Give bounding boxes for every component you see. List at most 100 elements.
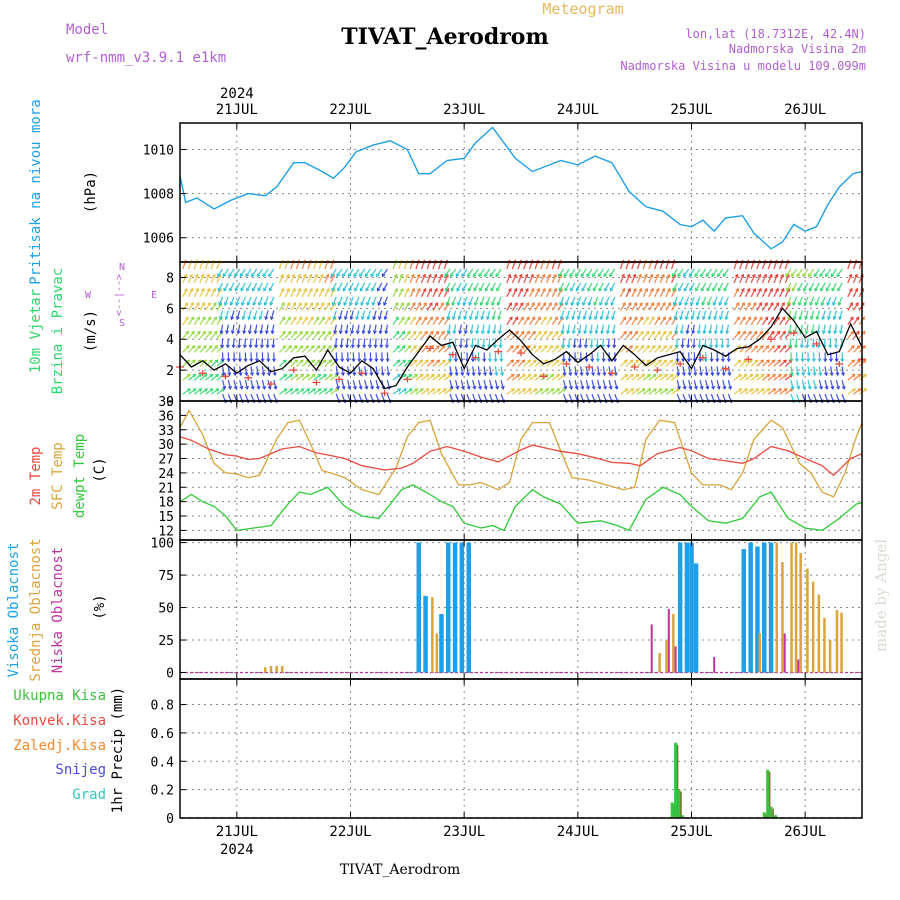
- wind-vector: [809, 296, 815, 306]
- wind-vector-head: [440, 316, 445, 321]
- wind-vector-head: [405, 287, 410, 292]
- wind-vector-head: [570, 287, 574, 292]
- wind-vector: [324, 331, 332, 339]
- wind-vector-head: [766, 388, 771, 392]
- wind-vector-head: [590, 358, 595, 363]
- wind-vector-head: [310, 316, 314, 321]
- wind-vector-head: [424, 345, 429, 349]
- wind-vector-head: [519, 302, 524, 306]
- wind-vector: [488, 338, 491, 348]
- wind-vector-head: [542, 302, 546, 306]
- wind-vector-head: [612, 344, 617, 349]
- wind-vector-head: [717, 273, 721, 278]
- wind-vector: [600, 310, 604, 320]
- wind-vector: [182, 316, 189, 325]
- wind-vector: [631, 274, 636, 284]
- wind-vector-head: [268, 287, 273, 292]
- wind-vector: [801, 366, 805, 376]
- cloud-high-bar: [423, 595, 428, 673]
- wind-vector: [199, 331, 207, 339]
- wind-vector: [241, 296, 246, 306]
- wind-vector: [625, 359, 634, 367]
- wind-vector-head: [694, 385, 698, 390]
- wind-vector-head: [613, 358, 617, 363]
- wind-vector-head: [741, 287, 745, 292]
- wind-vector: [392, 316, 399, 325]
- wind-vector: [619, 274, 625, 284]
- cloud-high-bar: [689, 542, 694, 673]
- date-label-top: 22JUL: [329, 102, 371, 118]
- wind-vector-head: [857, 359, 861, 364]
- wind-vector: [342, 268, 349, 277]
- wind-vector: [756, 345, 764, 353]
- wind-vector: [648, 302, 655, 311]
- wind-vector-head: [603, 385, 607, 390]
- precip-total-bar: [766, 769, 770, 818]
- cloud-ylabel-low: Niska Oblacnost: [50, 547, 66, 673]
- wind-vector-head: [244, 372, 249, 377]
- wind-vector-head: [608, 385, 613, 390]
- wind-vector: [438, 274, 443, 284]
- wind-vector: [593, 296, 599, 306]
- wind-vector: [733, 316, 740, 325]
- wind-vector: [415, 388, 424, 395]
- wind-vector: [421, 331, 428, 339]
- wind-vector: [559, 296, 565, 306]
- precip-total-bar: [774, 815, 778, 818]
- wind-vector: [438, 331, 445, 339]
- wind-vector: [313, 374, 321, 381]
- wind-vector-head: [338, 330, 343, 335]
- wind-vector-head: [263, 287, 267, 292]
- wind-vector-head: [315, 316, 320, 321]
- wind-vector: [563, 268, 570, 277]
- wind-vector: [750, 288, 756, 298]
- wind-vector-head: [531, 302, 535, 306]
- wind-vector-head: [385, 358, 390, 363]
- wind-vector-head: [212, 273, 216, 278]
- wind-vector: [689, 282, 695, 292]
- wind-vector: [620, 388, 629, 395]
- wind-vector-head: [467, 273, 471, 278]
- wind-vector: [744, 274, 750, 284]
- wind-gust-marker: [744, 356, 753, 363]
- wind-vector-head: [856, 330, 860, 335]
- wind-gust-marker: [426, 345, 435, 352]
- wind-vector-head: [749, 388, 754, 392]
- wind-vector: [489, 268, 496, 277]
- wind-vector-head: [293, 316, 297, 321]
- wind-vector-head: [515, 345, 520, 349]
- compass-axis: <--|-->: [114, 274, 125, 316]
- wind-vector: [684, 296, 690, 306]
- cloud-low-bar: [674, 646, 677, 673]
- wind-vector: [365, 282, 371, 292]
- wind-vector: [193, 274, 199, 284]
- wind-vector: [409, 316, 416, 325]
- wind-vector-head: [726, 358, 731, 363]
- wind-vector-head: [476, 358, 481, 363]
- wind-vector-head: [441, 345, 446, 349]
- wind-vector-head: [466, 385, 471, 390]
- wind-vector-head: [496, 287, 500, 292]
- wind-vector-head: [569, 273, 573, 278]
- wind-vector-head: [312, 388, 316, 392]
- wind-vector-head: [212, 287, 217, 292]
- wind-vector-head: [667, 302, 672, 306]
- wind-vector: [592, 282, 599, 292]
- wind-vector-head: [525, 302, 529, 306]
- wind-vector-head: [384, 330, 389, 335]
- date-label-top: 21JUL: [216, 102, 258, 118]
- wind-vector: [392, 288, 398, 298]
- wind-vector-head: [485, 302, 490, 306]
- wind-vector: [597, 268, 604, 277]
- wind-vector-head: [340, 358, 345, 363]
- wind-vector: [733, 388, 742, 395]
- wind-vector: [540, 316, 547, 325]
- wind-vector-head: [433, 273, 438, 278]
- wind-vector-head: [190, 302, 194, 306]
- wind-vector: [338, 310, 343, 320]
- wind-vector: [506, 374, 515, 381]
- wind-vector: [637, 345, 645, 353]
- wind-vector-head: [362, 344, 367, 349]
- wind-vector-head: [758, 287, 762, 292]
- wind-vector-head: [462, 302, 467, 307]
